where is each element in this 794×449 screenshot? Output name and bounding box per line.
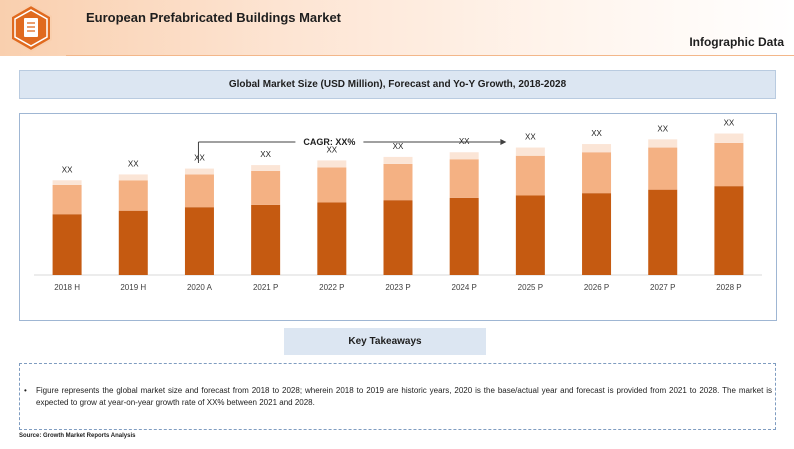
- data-label: XX: [657, 124, 668, 133]
- data-label: XX: [62, 165, 73, 174]
- bar-segment: [515, 155, 545, 196]
- bar-segment: [383, 200, 413, 275]
- bar-segment: [714, 142, 744, 187]
- bar-segment: [383, 163, 413, 201]
- bar-segment: [118, 174, 148, 181]
- bar-segment: [582, 193, 612, 275]
- page-title: European Prefabricated Buildings Market: [86, 10, 342, 25]
- x-tick-label: 2026 P: [584, 283, 609, 292]
- takeaways-text: Figure represents the global market size…: [36, 386, 772, 407]
- bar-segment: [317, 202, 347, 275]
- data-label: XX: [128, 159, 139, 168]
- header-divider: [66, 55, 794, 56]
- page-subtitle: Infographic Data: [689, 35, 784, 49]
- x-tick-label: 2020 A: [187, 283, 213, 292]
- x-tick-label: 2018 H: [54, 283, 80, 292]
- data-label: XX: [260, 150, 271, 159]
- data-label: XX: [525, 133, 536, 142]
- takeaways-box: [19, 363, 776, 430]
- data-label: XX: [393, 142, 404, 151]
- bar-segment: [582, 152, 612, 194]
- bar-segment: [251, 170, 281, 205]
- bar-segment: [515, 147, 545, 156]
- bar-segment: [118, 210, 148, 275]
- bar-segment: [251, 165, 281, 171]
- x-tick-label: 2021 P: [253, 283, 278, 292]
- x-tick-label: 2019 H: [120, 283, 146, 292]
- chart-title: Global Market Size (USD Million), Foreca…: [19, 70, 776, 99]
- bar-segment: [184, 168, 214, 175]
- x-tick-label: 2023 P: [385, 283, 410, 292]
- document-icon: [10, 3, 52, 53]
- x-tick-label: 2022 P: [319, 283, 344, 292]
- bar-segment: [184, 207, 214, 275]
- bar-segment: [383, 156, 413, 164]
- bar-segment: [582, 144, 612, 153]
- chart-frame: [19, 113, 777, 321]
- bar-segment: [648, 147, 678, 190]
- bar-segment: [52, 184, 82, 215]
- source-note: Source: Growth Market Reports Analysis: [19, 433, 136, 439]
- svg-text:CAGR: XX%: CAGR: XX%: [303, 137, 355, 147]
- x-tick-label: 2025 P: [518, 283, 543, 292]
- data-label: XX: [724, 119, 735, 128]
- x-tick-label: 2027 P: [650, 283, 675, 292]
- bar-segment: [449, 197, 479, 275]
- bar-segment: [714, 133, 744, 143]
- bar-segment: [52, 214, 82, 275]
- bar-chart: XX 2018 H XX 2019 H XX 2020 A XX 2021 P XX 2022 P…: [34, 119, 762, 292]
- bar-segment: [714, 186, 744, 275]
- key-takeaways-heading: Key Takeaways: [284, 328, 486, 355]
- x-tick-label: 2028 P: [716, 283, 741, 292]
- data-label: XX: [326, 145, 337, 154]
- data-label: XX: [591, 129, 602, 138]
- bar-segment: [648, 139, 678, 148]
- bar-segment: [118, 180, 148, 211]
- bar-segment: [184, 174, 214, 208]
- header-band: [0, 0, 794, 56]
- bar-segment: [251, 204, 281, 275]
- bar-segment: [449, 152, 479, 160]
- bar-segment: [317, 160, 347, 168]
- x-tick-label: 2024 P: [452, 283, 477, 292]
- bar-segment: [317, 167, 347, 203]
- bullet-marker: •: [24, 386, 27, 395]
- cagr-annotation: CAGR: XX%: [197, 137, 507, 163]
- bar-segment: [52, 180, 82, 185]
- data-label: XX: [194, 154, 205, 163]
- bar-segment: [449, 159, 479, 198]
- bar-segment: [648, 189, 678, 275]
- bar-segment: [515, 195, 545, 275]
